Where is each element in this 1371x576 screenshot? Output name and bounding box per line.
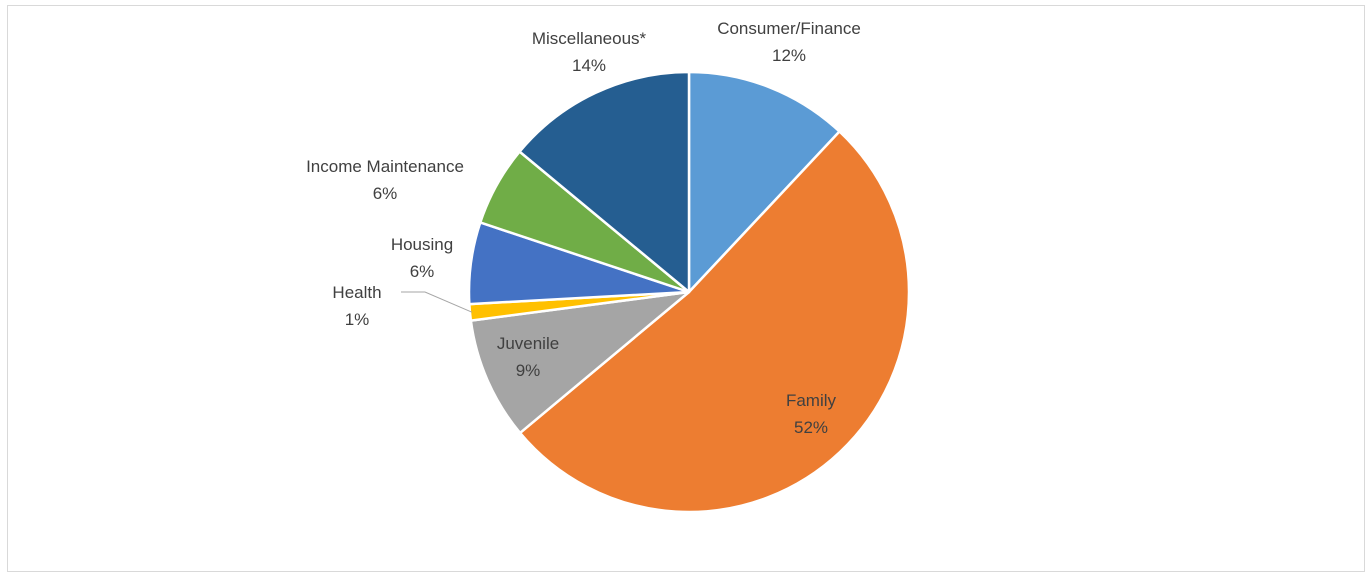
- leader-line-health: [401, 291, 473, 313]
- pie-slice-juvenile: [469, 290, 691, 435]
- data-label-miscellaneous: Miscellaneous*: [532, 29, 647, 48]
- data-label-percent-family: 52%: [794, 418, 828, 437]
- data-label-percent-housing: 6%: [410, 262, 435, 281]
- data-label-income-maintenance: Income Maintenance: [306, 157, 464, 176]
- pie-slice-family: [518, 130, 911, 514]
- data-label-percent-miscellaneous: 14%: [572, 56, 606, 75]
- data-label-juvenile: Juvenile: [497, 334, 559, 353]
- data-label-percent-juvenile: 9%: [516, 361, 541, 380]
- data-label-housing: Housing: [391, 235, 453, 254]
- pie-slice-miscellaneous: [518, 70, 691, 294]
- pie-slice-consumer-finance: [687, 70, 841, 294]
- data-label-percent-consumer-finance: 12%: [772, 46, 806, 65]
- data-label-percent-health: 1%: [345, 310, 370, 329]
- data-label-percent-income-maintenance: 6%: [373, 184, 398, 203]
- data-label-family: Family: [786, 391, 837, 410]
- data-label-health: Health: [332, 283, 381, 302]
- data-label-consumer-finance: Consumer/Finance: [717, 19, 861, 38]
